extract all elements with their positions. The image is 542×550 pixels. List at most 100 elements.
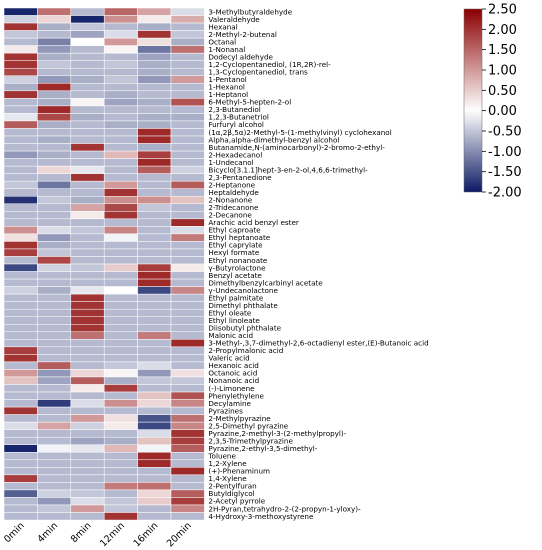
heatmap-cell [37, 512, 72, 521]
heatmap-cell [70, 316, 105, 325]
heatmap-cell [3, 354, 38, 363]
row-label: Alpha,alpha-dimethyl-benzyl alcohol [208, 135, 339, 144]
colorbar-gradient [463, 8, 483, 193]
heatmap-cell [170, 165, 205, 174]
heatmap-cell [37, 406, 72, 415]
heatmap-cell [137, 98, 172, 107]
row-label: Decylamine [208, 399, 251, 408]
heatmap-cell [70, 346, 105, 355]
heatmap-cell [170, 489, 205, 498]
heatmap-cell [70, 482, 105, 491]
heatmap-cell [70, 67, 105, 77]
row-label: 1-Hexanol [208, 83, 244, 92]
heatmap-cell [70, 444, 105, 453]
heatmap-cell [137, 241, 172, 250]
heatmap-cell [37, 128, 72, 137]
heatmap-cell [103, 30, 138, 39]
heatmap-cell [70, 361, 105, 370]
heatmap-cell [3, 452, 38, 461]
row-label: Dodecyl aldehyde [208, 52, 273, 61]
heatmap-cell [70, 83, 105, 92]
heatmap-cell [170, 218, 205, 227]
heatmap-cell [137, 286, 172, 295]
heatmap-cell [3, 414, 38, 423]
row-label: 6-Methyl-5-hepten-2-ol [208, 98, 291, 107]
heatmap-cell [3, 60, 38, 69]
heatmap-cell [137, 113, 172, 122]
row-label: Arachic acid benzyl ester [208, 218, 298, 227]
heatmap-cell [70, 369, 105, 378]
row-label: Hexanoic acid [208, 361, 258, 370]
heatmap-cell [3, 444, 38, 453]
heatmap-cell [170, 331, 205, 340]
heatmap-cell [37, 98, 72, 107]
heatmap-cell [137, 467, 172, 476]
heatmap-cell [170, 45, 205, 54]
heatmap-cell [137, 203, 172, 212]
heatmap-cell [103, 301, 138, 310]
heatmap-cell [70, 391, 105, 400]
heatmap-cell [137, 339, 172, 348]
heatmap-cell [70, 384, 105, 393]
row-label: 2-Methylpyrazine [208, 414, 271, 423]
heatmap-cell [103, 512, 138, 521]
heatmap-cell [3, 45, 38, 54]
heatmap-cell [103, 489, 138, 498]
row-label: 2-Methyl-2-butenal [208, 30, 277, 39]
row-label: (1α,2β,5α)2-Methyl-5-(1-methylvinyl) cyc… [208, 128, 391, 137]
heatmap-cell [37, 196, 72, 205]
heatmap-cell [137, 120, 172, 129]
row-label: 2H-Pyran,tetrahydro-2-(2-propyn-1-yloxy)… [208, 504, 361, 513]
heatmap-cell [3, 143, 38, 152]
heatmap-cell [103, 128, 138, 137]
heatmap-cell [137, 45, 172, 54]
row-label: Phenylethylene [208, 391, 264, 400]
heatmap-cell [137, 354, 172, 363]
heatmap-cell [70, 459, 105, 468]
heatmap-cell [37, 135, 72, 144]
heatmap-cell [3, 22, 38, 31]
heatmap-cell [137, 316, 172, 325]
row-label: 2-Decanone [208, 211, 252, 220]
heatmap-cell [137, 421, 172, 430]
heatmap-cell [37, 369, 72, 378]
heatmap-cell [37, 83, 72, 92]
row-label: 2-Nonanone [208, 196, 252, 205]
heatmap-cell [103, 346, 138, 355]
heatmap-cell [37, 459, 72, 468]
heatmap-cell [137, 173, 172, 182]
heatmap-cell [3, 7, 38, 16]
column-label: 4min [35, 520, 60, 545]
heatmap-cell [137, 128, 172, 137]
heatmap-cell [137, 452, 172, 461]
heatmap-cell [103, 384, 138, 393]
heatmap-cell [170, 83, 205, 92]
heatmap-cell [70, 105, 105, 114]
heatmap-cell [3, 165, 38, 174]
row-label: Hexanal [208, 22, 237, 31]
heatmap-cell [37, 75, 72, 84]
heatmap-cell [137, 75, 172, 84]
colorbar-tick-label: -0.50 [488, 125, 522, 140]
row-label: 1,2-Cyclopentanediol, (1R,2R)-rel- [208, 60, 331, 69]
colorbar-tick-label: 1.00 [488, 64, 517, 79]
heatmap-cell [103, 308, 138, 317]
heatmap-cell [70, 339, 105, 348]
heatmap-cell [137, 180, 172, 189]
heatmap-cell [103, 436, 138, 445]
heatmap-cell [70, 504, 105, 513]
heatmap-cell [170, 37, 205, 46]
heatmap-cell [70, 158, 105, 167]
heatmap-cell [170, 180, 205, 189]
heatmap-cell [70, 180, 105, 189]
heatmap-cell [3, 241, 38, 250]
heatmap-cell [137, 512, 172, 521]
heatmap-cell [37, 22, 72, 31]
heatmap-cell [170, 248, 205, 257]
heatmap-cell [37, 414, 72, 423]
row-label: 1-Undecanol [208, 158, 253, 167]
row-label: Toluene [207, 452, 236, 461]
heatmap-cell [3, 158, 38, 167]
heatmap-cell [103, 452, 138, 461]
heatmap-cell [3, 286, 38, 295]
